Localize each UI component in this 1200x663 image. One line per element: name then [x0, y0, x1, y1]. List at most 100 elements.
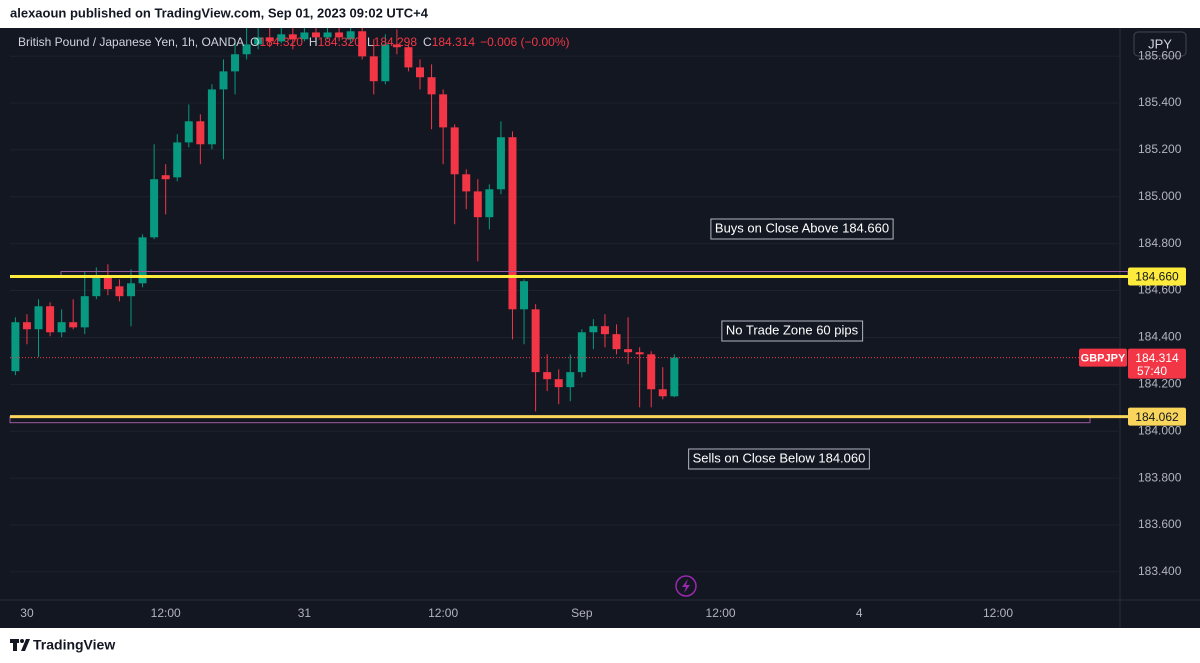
candle-body [277, 34, 286, 42]
candle-body [600, 326, 609, 335]
candle-body [462, 174, 471, 192]
legend: British Pound / Japanese Yen, 1h, OANDA O… [18, 35, 570, 49]
candle-body [57, 322, 66, 333]
plot-area [10, 28, 1120, 573]
candle-body [11, 322, 20, 372]
x-tick-label: 12:00 [983, 606, 1013, 620]
candle-body [150, 179, 159, 238]
candle-body [323, 32, 332, 38]
annotation-text: No Trade Zone 60 pips [726, 322, 859, 337]
candle-body [543, 372, 552, 380]
x-tick-label: 12:00 [151, 606, 181, 620]
x-tick-label: 30 [20, 606, 34, 620]
level-label: 184.660 [1135, 270, 1179, 284]
overlay: 183.400 183.600 183.800 184.000 184.200 184.4… [20, 48, 1181, 620]
annotation: No Trade Zone 60 pips [721, 320, 864, 342]
candle-body [115, 286, 124, 297]
countdown: 57:40 [1137, 364, 1167, 378]
symbol-box [1079, 348, 1127, 367]
candle-body [311, 32, 320, 38]
x-tick-label: 31 [298, 606, 312, 620]
candle-body [254, 37, 263, 45]
x-tick-label: 4 [856, 606, 863, 620]
candle-body [219, 71, 228, 90]
candle-body [427, 77, 436, 95]
legend-value: 184.298 [374, 35, 418, 49]
legend-key: H [309, 35, 318, 49]
y-tick-label: 185.600 [1138, 48, 1182, 62]
y-tick-label: 184.000 [1138, 423, 1182, 437]
candle-body [566, 372, 575, 388]
candle-body [647, 354, 656, 390]
candle-body [92, 276, 101, 297]
y-tick-label: 183.600 [1138, 517, 1182, 531]
level-label: 184.062 [1135, 410, 1179, 424]
candle-body [670, 357, 679, 397]
x-tick-label: 12:00 [428, 606, 458, 620]
y-tick-label: 183.400 [1138, 564, 1182, 578]
annotation-box [721, 320, 864, 342]
annotation-box [688, 448, 870, 470]
candle-body [173, 142, 182, 178]
legend-symbol: British Pound / Japanese Yen, 1h, OANDA [18, 35, 244, 49]
candle-body [346, 31, 355, 40]
legend-key: C [423, 35, 432, 49]
alert-icon[interactable] [675, 575, 697, 597]
candle-body [635, 352, 644, 355]
legend-key: L [367, 35, 374, 49]
symbol-label: GBPJPY [1081, 353, 1126, 365]
candle-body [589, 326, 598, 333]
legend-value: 184.314 [432, 35, 476, 49]
currency[interactable]: JPY [1148, 36, 1172, 51]
annotation: Buys on Close Above 184.660 [710, 218, 894, 240]
candle-body [658, 389, 667, 397]
y-tick-label: 184.800 [1138, 236, 1182, 250]
candle-body [369, 56, 378, 82]
candle-body [242, 44, 251, 55]
candle-body [404, 47, 413, 68]
y-tick-label: 183.800 [1138, 470, 1182, 484]
y-tick-label: 185.200 [1138, 142, 1182, 156]
legend-key: O [250, 35, 259, 49]
legend-value: 184.320 [260, 35, 304, 49]
x-tick-label: 12:00 [706, 606, 736, 620]
candle-body [207, 89, 216, 145]
candle-body [69, 322, 78, 328]
candle-body [34, 306, 43, 330]
candle-body [335, 32, 344, 38]
annotation-text: Sells on Close Below 184.060 [693, 450, 866, 465]
candle-body [300, 32, 309, 40]
x-tick-label: Sep [571, 606, 593, 620]
legend-change: −0.006 (−0.00%) [480, 35, 569, 49]
candle-body [80, 296, 89, 328]
candle-body [381, 44, 390, 82]
candle-body [508, 137, 517, 310]
candle-body [196, 121, 205, 145]
currency-button[interactable]: JPY [1133, 31, 1187, 57]
candle-body [46, 306, 55, 333]
candle-body [184, 121, 193, 143]
brand: TradingView [33, 637, 115, 653]
y-tick-label: 184.400 [1138, 330, 1182, 344]
candle-body [127, 283, 135, 297]
y-tick-label: 184.600 [1138, 283, 1182, 297]
candle-body [473, 191, 482, 218]
candle-body [531, 309, 540, 373]
candle-body [577, 332, 586, 373]
publisher: alexaoun published on TradingView.com, S… [10, 5, 429, 20]
candle-body [520, 281, 529, 310]
candle-body [612, 334, 621, 350]
candle-body [485, 189, 494, 218]
candle-body [288, 34, 297, 40]
annotation: Sells on Close Below 184.060 [688, 448, 870, 470]
legend-value: 184.320 [318, 35, 362, 49]
candle-body [416, 67, 424, 78]
candle-body [231, 54, 240, 72]
candle-body [439, 94, 448, 128]
last-price-box [1128, 348, 1186, 379]
candle-body [496, 137, 505, 190]
y-tick-label: 185.000 [1138, 189, 1182, 203]
y-tick-label: 184.200 [1138, 376, 1182, 390]
level-label-box [1128, 267, 1186, 286]
